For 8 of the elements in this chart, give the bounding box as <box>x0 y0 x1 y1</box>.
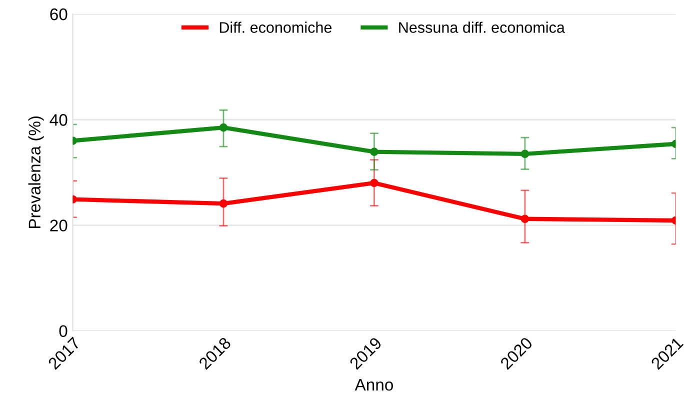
y-tick-label: 20 <box>50 220 68 232</box>
x-axis-title: Anno <box>354 379 393 391</box>
y-axis-title: Prevalenza (%) <box>28 116 44 228</box>
y-tick-label: 40 <box>50 114 68 126</box>
legend-label: Diff. economiche <box>220 22 332 33</box>
y-tick-label: 60 <box>50 8 68 20</box>
y-tick-label: 0 <box>59 325 68 338</box>
legend-label: Nessuna diff. economica <box>399 22 565 33</box>
